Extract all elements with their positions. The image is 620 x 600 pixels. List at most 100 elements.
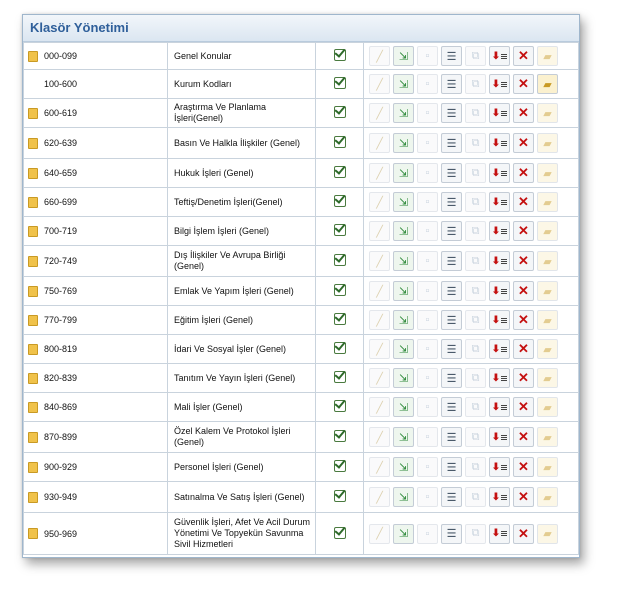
add-button[interactable]: ▫ [417, 368, 438, 388]
sort-button[interactable]: ⬇ [489, 251, 510, 271]
list-button[interactable]: ☰ [441, 281, 462, 301]
move-button[interactable]: ⇲ [393, 74, 414, 94]
add-button[interactable]: ▫ [417, 163, 438, 183]
open-folder-button[interactable]: ▰ [537, 281, 558, 301]
check-icon[interactable] [333, 342, 346, 354]
check-icon[interactable] [333, 77, 346, 89]
add-button[interactable]: ▫ [417, 339, 438, 359]
check-icon[interactable] [333, 254, 346, 266]
edit-button[interactable]: ╱ [369, 368, 390, 388]
add-button[interactable]: ▫ [417, 192, 438, 212]
sort-button[interactable]: ⬇ [489, 74, 510, 94]
list-button[interactable]: ☰ [441, 339, 462, 359]
open-folder-button[interactable]: ▰ [537, 133, 558, 153]
sort-button[interactable]: ⬇ [489, 339, 510, 359]
add-button[interactable]: ▫ [417, 281, 438, 301]
sort-button[interactable]: ⬇ [489, 221, 510, 241]
open-folder-button[interactable]: ▰ [537, 523, 558, 544]
list-button[interactable]: ☰ [441, 487, 462, 507]
open-folder-button[interactable]: ▰ [537, 251, 558, 271]
copy-button[interactable]: ⧉ [465, 251, 486, 271]
move-button[interactable]: ⇲ [393, 487, 414, 507]
delete-button[interactable]: ✕ [513, 251, 534, 271]
list-button[interactable]: ☰ [441, 457, 462, 477]
edit-button[interactable]: ╱ [369, 339, 390, 359]
copy-button[interactable]: ⧉ [465, 103, 486, 123]
edit-button[interactable]: ╱ [369, 487, 390, 507]
edit-button[interactable]: ╱ [369, 103, 390, 123]
edit-button[interactable]: ╱ [369, 221, 390, 241]
delete-button[interactable]: ✕ [513, 221, 534, 241]
copy-button[interactable]: ⧉ [465, 310, 486, 330]
copy-button[interactable]: ⧉ [465, 281, 486, 301]
list-button[interactable]: ☰ [441, 46, 462, 66]
edit-button[interactable]: ╱ [369, 457, 390, 477]
sort-button[interactable]: ⬇ [489, 457, 510, 477]
copy-button[interactable]: ⧉ [465, 192, 486, 212]
delete-button[interactable]: ✕ [513, 457, 534, 477]
move-button[interactable]: ⇲ [393, 368, 414, 388]
sort-button[interactable]: ⬇ [489, 163, 510, 183]
delete-button[interactable]: ✕ [513, 281, 534, 301]
list-button[interactable]: ☰ [441, 221, 462, 241]
open-folder-button[interactable]: ▰ [537, 487, 558, 507]
list-button[interactable]: ☰ [441, 368, 462, 388]
move-button[interactable]: ⇲ [393, 133, 414, 153]
edit-button[interactable]: ╱ [369, 281, 390, 301]
list-button[interactable]: ☰ [441, 163, 462, 183]
list-button[interactable]: ☰ [441, 192, 462, 212]
edit-button[interactable]: ╱ [369, 427, 390, 447]
sort-button[interactable]: ⬇ [489, 310, 510, 330]
check-icon[interactable] [333, 284, 346, 296]
copy-button[interactable]: ⧉ [465, 487, 486, 507]
move-button[interactable]: ⇲ [393, 103, 414, 123]
check-icon[interactable] [333, 526, 346, 539]
copy-button[interactable]: ⧉ [465, 397, 486, 417]
list-button[interactable]: ☰ [441, 103, 462, 123]
open-folder-button[interactable]: ▰ [537, 163, 558, 183]
open-folder-button[interactable]: ▰ [537, 368, 558, 388]
sort-button[interactable]: ⬇ [489, 192, 510, 212]
delete-button[interactable]: ✕ [513, 368, 534, 388]
move-button[interactable]: ⇲ [393, 192, 414, 212]
copy-button[interactable]: ⧉ [465, 133, 486, 153]
delete-button[interactable]: ✕ [513, 397, 534, 417]
list-button[interactable]: ☰ [441, 251, 462, 271]
add-button[interactable]: ▫ [417, 487, 438, 507]
sort-button[interactable]: ⬇ [489, 397, 510, 417]
move-button[interactable]: ⇲ [393, 163, 414, 183]
copy-button[interactable]: ⧉ [465, 457, 486, 477]
copy-button[interactable]: ⧉ [465, 368, 486, 388]
add-button[interactable]: ▫ [417, 103, 438, 123]
edit-button[interactable]: ╱ [369, 192, 390, 212]
check-icon[interactable] [333, 371, 346, 383]
edit-button[interactable]: ╱ [369, 46, 390, 66]
open-folder-button[interactable]: ▰ [537, 192, 558, 212]
add-button[interactable]: ▫ [417, 133, 438, 153]
copy-button[interactable]: ⧉ [465, 74, 486, 94]
delete-button[interactable]: ✕ [513, 163, 534, 183]
list-button[interactable]: ☰ [441, 397, 462, 417]
check-icon[interactable] [333, 400, 346, 412]
list-button[interactable]: ☰ [441, 427, 462, 447]
check-icon[interactable] [333, 313, 346, 325]
copy-button[interactable]: ⧉ [465, 523, 486, 544]
edit-button[interactable]: ╱ [369, 310, 390, 330]
add-button[interactable]: ▫ [417, 46, 438, 66]
check-icon[interactable] [333, 224, 346, 236]
add-button[interactable]: ▫ [417, 457, 438, 477]
open-folder-button[interactable]: ▰ [537, 310, 558, 330]
move-button[interactable]: ⇲ [393, 281, 414, 301]
sort-button[interactable]: ⬇ [489, 46, 510, 66]
move-button[interactable]: ⇲ [393, 46, 414, 66]
move-button[interactable]: ⇲ [393, 221, 414, 241]
open-folder-button[interactable]: ▰ [537, 397, 558, 417]
edit-button[interactable]: ╱ [369, 251, 390, 271]
delete-button[interactable]: ✕ [513, 74, 534, 94]
check-icon[interactable] [333, 490, 346, 502]
list-button[interactable]: ☰ [441, 523, 462, 544]
sort-button[interactable]: ⬇ [489, 368, 510, 388]
copy-button[interactable]: ⧉ [465, 163, 486, 183]
move-button[interactable]: ⇲ [393, 457, 414, 477]
check-icon[interactable] [333, 136, 346, 148]
